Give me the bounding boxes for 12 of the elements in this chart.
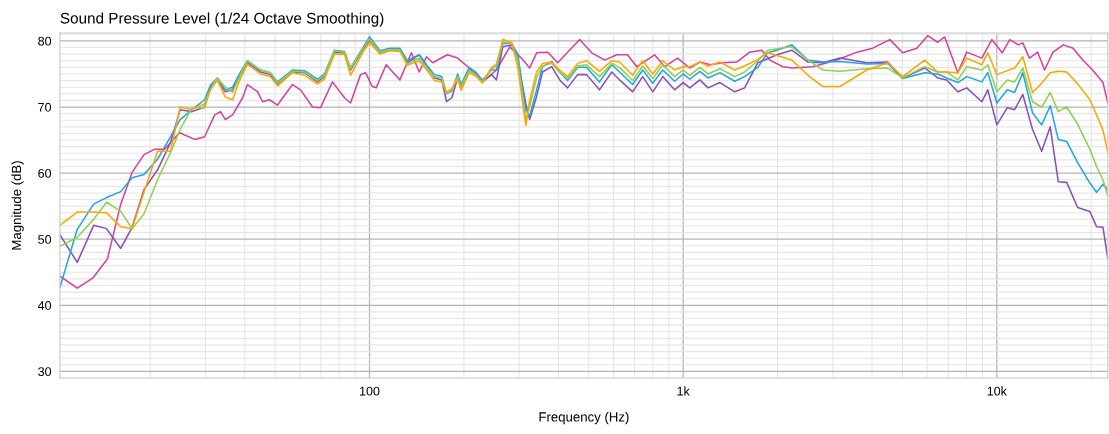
x-tick-label: 1k — [677, 386, 690, 396]
x-tick-label: 10k — [987, 386, 1007, 396]
y-tick-label: 50 — [38, 235, 52, 244]
y-tick-label: 80 — [38, 36, 52, 46]
x-axis-title: Frequency (Hz) — [539, 411, 629, 425]
y-tick-label: 70 — [38, 102, 52, 112]
chart-title: Sound Pressure Level (1/24 Octave Smoothing) — [60, 12, 384, 27]
x-tick-label: 100 — [360, 386, 380, 396]
y-axis-title: Magnitude (dB) — [11, 161, 24, 250]
y-tick-label: 30 — [38, 367, 52, 377]
y-tick-label: 60 — [38, 168, 52, 178]
y-tick-label: 40 — [37, 301, 52, 310]
